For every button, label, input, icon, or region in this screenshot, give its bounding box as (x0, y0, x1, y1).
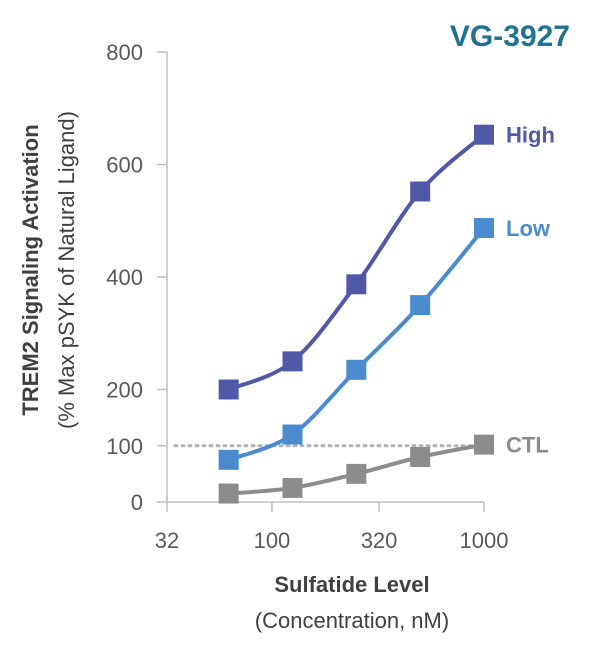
data-point-high (474, 124, 494, 145)
data-point-ctl (282, 477, 303, 498)
data-point-low (346, 359, 367, 380)
x-tick-label: 100 (254, 528, 291, 553)
data-point-high (218, 379, 239, 400)
data-point-low (282, 424, 303, 445)
chart-title: VG-3927 (450, 20, 570, 53)
series-ctl: CTL (218, 433, 549, 504)
series-group: High Low CTL (218, 123, 555, 504)
y-tick-label: 400 (106, 265, 143, 290)
data-point-ctl (410, 447, 431, 467)
series-high: High (218, 123, 555, 400)
series-line-high (227, 133, 486, 392)
y-axis-label: TREM2 Signaling Activation (18, 124, 43, 415)
data-point-high (346, 274, 367, 295)
y-ticks: 0 100 200 400 600 800 (106, 40, 167, 515)
y-tick-label: 600 (106, 153, 143, 178)
series-low: Low (218, 216, 551, 470)
x-axis-sublabel: (Concentration, nM) (255, 608, 449, 633)
data-point-high (282, 351, 303, 372)
series-label-low: Low (506, 216, 551, 241)
y-tick-label: 200 (106, 378, 143, 403)
data-point-low (410, 295, 431, 316)
y-tick-label: 100 (106, 434, 143, 459)
data-point-low (218, 449, 239, 470)
data-point-ctl (346, 463, 367, 484)
data-point-high (410, 181, 431, 202)
x-tick-label: 1000 (460, 528, 509, 553)
series-line-low (227, 226, 486, 462)
data-point-ctl (474, 434, 494, 455)
data-point-ctl (218, 483, 239, 504)
x-tick-label: 32 (155, 528, 179, 553)
y-axis-title: TREM2 Signaling Activation (% Max pSYK o… (18, 111, 79, 429)
y-tick-label: 800 (106, 40, 143, 65)
y-axis-sublabel: (% Max pSYK of Natural Ligand) (54, 111, 79, 429)
x-axis-label: Sulfatide Level (274, 572, 429, 597)
x-tick-label: 320 (361, 528, 398, 553)
x-ticks: 32 100 320 1000 (155, 502, 509, 553)
series-label-high: High (506, 123, 555, 148)
x-axis-title: Sulfatide Level (Concentration, nM) (255, 572, 449, 633)
data-point-low (474, 218, 494, 239)
series-label-ctl: CTL (506, 433, 549, 458)
y-tick-label: 0 (131, 490, 143, 515)
